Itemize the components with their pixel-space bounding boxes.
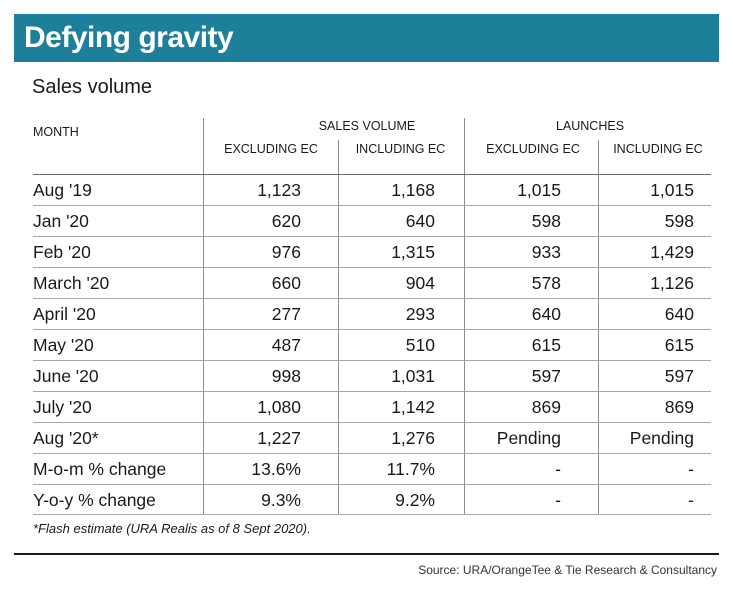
month-cell: Aug '20* bbox=[33, 428, 99, 448]
table-row: Y-o-y % change 9.3% 9.2% - - bbox=[0, 485, 733, 516]
sales-excluding-ec-cell: 1,123 bbox=[257, 180, 301, 200]
launches-including-ec-cell: 1,126 bbox=[650, 273, 694, 293]
launches-excluding-ec-cell: 1,015 bbox=[517, 180, 561, 200]
sales-including-ec-cell: 9.2% bbox=[395, 490, 435, 510]
column-divider bbox=[598, 140, 599, 514]
table-row: Jan '20 620 640 598 598 bbox=[0, 206, 733, 237]
sales-excluding-ec-cell: 1,227 bbox=[257, 428, 301, 448]
launches-including-ec-cell: 597 bbox=[664, 366, 694, 386]
page-title: Defying gravity bbox=[24, 21, 234, 54]
sales-volume-group-header: SALES VOLUME bbox=[318, 119, 416, 133]
column-divider bbox=[203, 118, 204, 514]
sales-including-ec-cell: 904 bbox=[405, 273, 435, 293]
row-divider bbox=[33, 298, 711, 299]
launches-excluding-ec-cell: Pending bbox=[496, 428, 561, 448]
launches-including-ec-cell: 869 bbox=[664, 397, 694, 417]
sales-including-ec-cell: 11.7% bbox=[386, 459, 435, 479]
sales-excluding-ec-cell: 998 bbox=[271, 366, 301, 386]
table-row: June '20 998 1,031 597 597 bbox=[0, 361, 733, 392]
sales-excluding-ec-cell: 1,080 bbox=[257, 397, 301, 417]
launches-including-ec-cell: Pending bbox=[629, 428, 694, 448]
sales-excluding-ec-cell: 976 bbox=[271, 242, 301, 262]
sales-excluding-ec-header: EXCLUDING EC bbox=[224, 142, 318, 156]
sales-excluding-ec-cell: 620 bbox=[271, 211, 301, 231]
row-divider bbox=[33, 360, 711, 361]
header-divider bbox=[33, 174, 711, 175]
launches-excluding-ec-cell: 933 bbox=[531, 242, 561, 262]
launches-including-ec-cell: 615 bbox=[664, 335, 694, 355]
column-divider bbox=[338, 140, 339, 514]
sales-including-ec-cell: 1,315 bbox=[391, 242, 435, 262]
table-body: Aug '19 1,123 1,168 1,015 1,015 Jan '20 … bbox=[0, 175, 733, 516]
table-row: July '20 1,080 1,142 869 869 bbox=[0, 392, 733, 423]
row-divider bbox=[33, 422, 711, 423]
row-divider bbox=[33, 484, 711, 485]
month-column-header: MONTH bbox=[33, 125, 79, 139]
launches-including-ec-cell: 640 bbox=[664, 304, 694, 324]
sales-excluding-ec-cell: 13.6% bbox=[251, 459, 301, 479]
launches-including-ec-cell: - bbox=[688, 490, 694, 510]
launches-excluding-ec-header: EXCLUDING EC bbox=[486, 142, 580, 156]
month-cell: Feb '20 bbox=[33, 242, 91, 262]
month-cell: May '20 bbox=[33, 335, 94, 355]
month-cell: June '20 bbox=[33, 366, 99, 386]
launches-excluding-ec-cell: 597 bbox=[531, 366, 561, 386]
month-cell: March '20 bbox=[33, 273, 110, 293]
launches-excluding-ec-cell: 640 bbox=[531, 304, 561, 324]
footnote: *Flash estimate (URA Realis as of 8 Sept… bbox=[33, 521, 311, 536]
sales-excluding-ec-cell: 9.3% bbox=[261, 490, 301, 510]
column-divider bbox=[464, 118, 465, 514]
table-row: April '20 277 293 640 640 bbox=[0, 299, 733, 330]
table-row: May '20 487 510 615 615 bbox=[0, 330, 733, 361]
launches-excluding-ec-cell: 598 bbox=[531, 211, 561, 231]
row-divider bbox=[33, 453, 711, 454]
row-divider bbox=[33, 205, 711, 206]
sales-including-ec-cell: 1,168 bbox=[391, 180, 435, 200]
month-cell: Aug '19 bbox=[33, 180, 92, 200]
table-row: Aug '19 1,123 1,168 1,015 1,015 bbox=[0, 175, 733, 206]
sales-excluding-ec-cell: 487 bbox=[271, 335, 301, 355]
month-cell: April '20 bbox=[33, 304, 96, 324]
month-cell: Jan '20 bbox=[33, 211, 89, 231]
sales-including-ec-cell: 1,276 bbox=[391, 428, 435, 448]
table-bottom-rule bbox=[33, 514, 711, 515]
launches-including-ec-cell: - bbox=[688, 459, 694, 479]
launches-excluding-ec-cell: - bbox=[555, 459, 561, 479]
launches-including-ec-cell: 1,429 bbox=[650, 242, 694, 262]
month-cell: Y-o-y % change bbox=[33, 490, 156, 510]
sales-including-ec-cell: 510 bbox=[405, 335, 435, 355]
launches-excluding-ec-cell: 615 bbox=[531, 335, 561, 355]
sales-including-ec-cell: 640 bbox=[405, 211, 435, 231]
launches-including-ec-cell: 1,015 bbox=[650, 180, 694, 200]
sales-including-ec-cell: 1,031 bbox=[391, 366, 435, 386]
title-banner: Defying gravity bbox=[14, 14, 719, 62]
month-cell: July '20 bbox=[33, 397, 92, 417]
launches-group-header: LAUNCHES bbox=[555, 119, 625, 133]
sales-including-ec-cell: 293 bbox=[405, 304, 435, 324]
sales-including-ec-header: INCLUDING EC bbox=[355, 142, 446, 156]
table-row: Feb '20 976 1,315 933 1,429 bbox=[0, 237, 733, 268]
row-divider bbox=[33, 267, 711, 268]
sales-excluding-ec-cell: 660 bbox=[271, 273, 301, 293]
table-row: M-o-m % change 13.6% 11.7% - - bbox=[0, 454, 733, 485]
source-credit: Source: URA/OrangeTee & Tie Research & C… bbox=[418, 563, 717, 577]
launches-excluding-ec-cell: 578 bbox=[531, 273, 561, 293]
row-divider bbox=[33, 236, 711, 237]
launches-excluding-ec-cell: 869 bbox=[531, 397, 561, 417]
table-row: March '20 660 904 578 1,126 bbox=[0, 268, 733, 299]
launches-including-ec-cell: 598 bbox=[664, 211, 694, 231]
launches-including-ec-header: INCLUDING EC bbox=[613, 142, 703, 156]
bottom-rule bbox=[14, 553, 719, 555]
launches-excluding-ec-cell: - bbox=[555, 490, 561, 510]
table-row: Aug '20* 1,227 1,276 Pending Pending bbox=[0, 423, 733, 454]
table-subtitle: Sales volume bbox=[32, 76, 153, 98]
row-divider bbox=[33, 329, 711, 330]
sales-including-ec-cell: 1,142 bbox=[391, 397, 435, 417]
month-cell: M-o-m % change bbox=[33, 459, 167, 479]
sales-excluding-ec-cell: 277 bbox=[271, 304, 301, 324]
row-divider bbox=[33, 391, 711, 392]
